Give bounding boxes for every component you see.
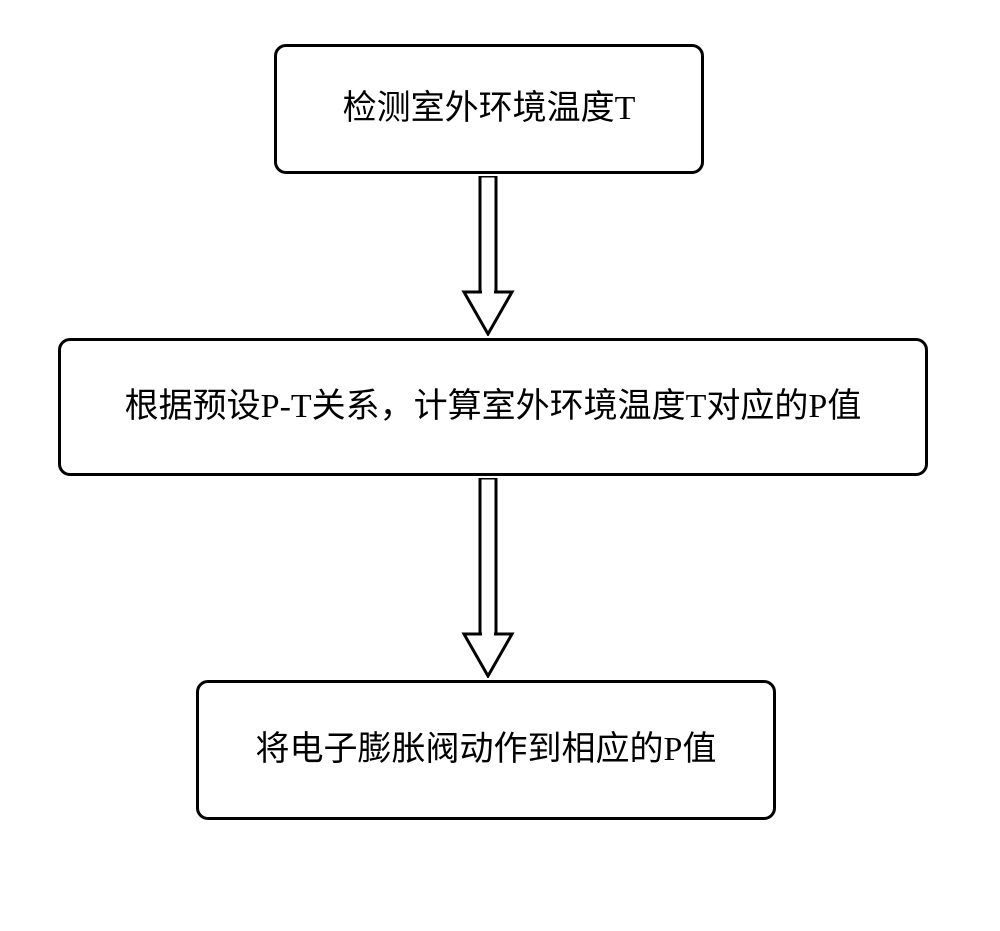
flow-node-1-label: 检测室外环境温度T [343, 85, 636, 133]
flow-node-2-label: 根据预设P-T关系，计算室外环境温度T对应的P值 [125, 383, 862, 431]
flow-node-2: 根据预设P-T关系，计算室外环境温度T对应的P值 [58, 338, 928, 476]
flow-node-1: 检测室外环境温度T [274, 44, 704, 174]
flow-arrow-2 [460, 478, 516, 678]
flow-arrow-1 [460, 176, 516, 336]
flow-node-3: 将电子膨胀阀动作到相应的P值 [196, 680, 776, 820]
flow-node-3-label: 将电子膨胀阀动作到相应的P值 [256, 726, 717, 774]
